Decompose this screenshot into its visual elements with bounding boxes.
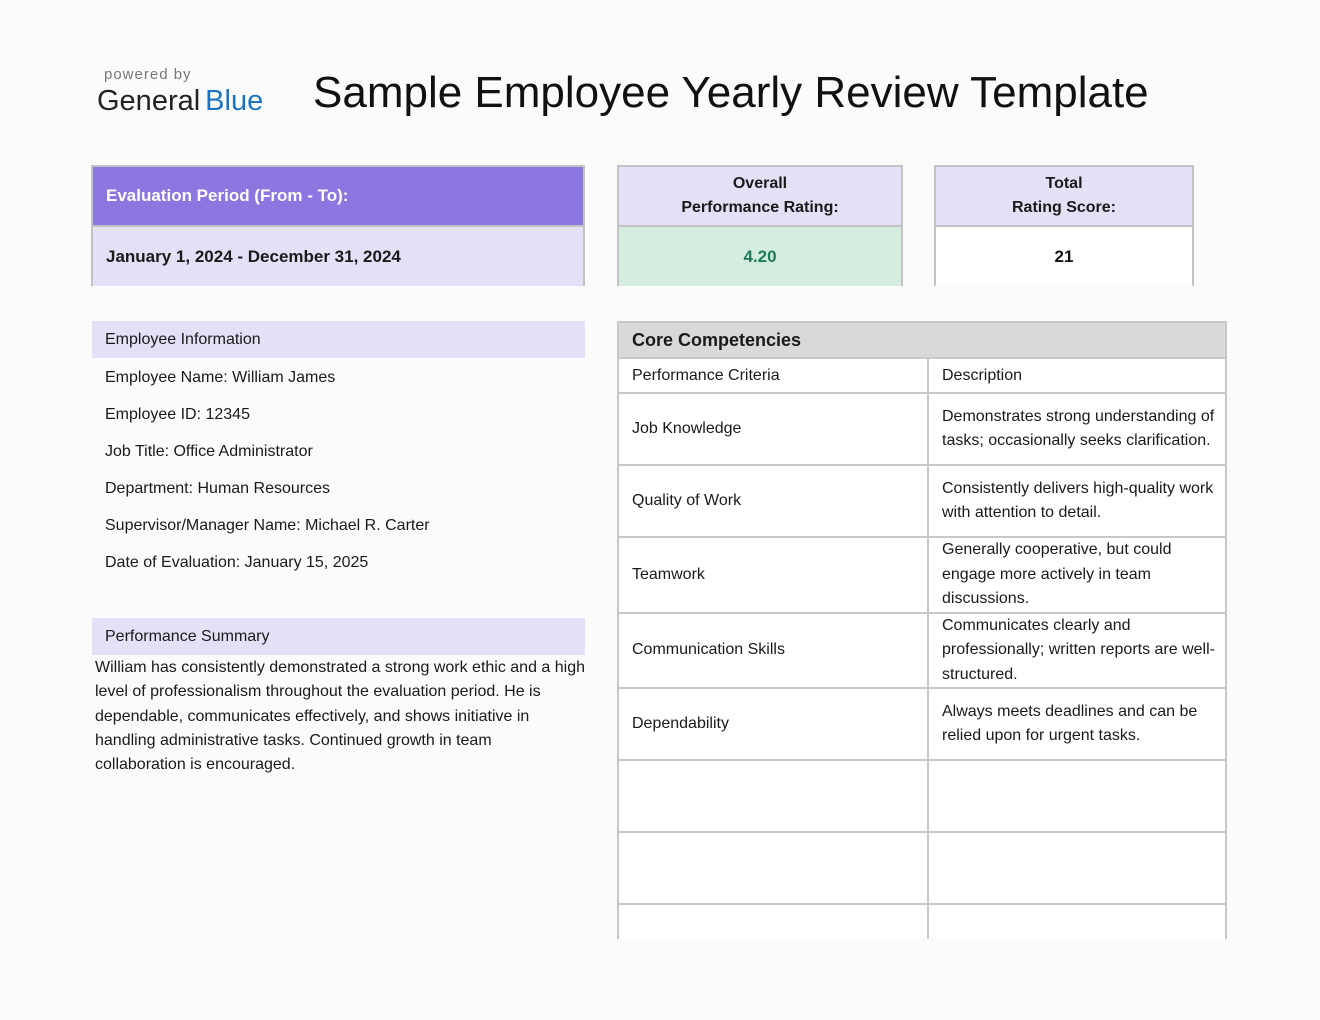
performance-summary-text[interactable]: William has consistently demonstrated a … (95, 659, 586, 774)
core-competencies-title: Core Competencies (617, 321, 1227, 359)
table-row: Job Knowledge Demonstrates strong unders… (617, 392, 1227, 466)
evaluation-date[interactable]: Date of Evaluation: January 15, 2025 (105, 554, 369, 571)
criteria-cell[interactable] (617, 831, 929, 905)
description-cell[interactable] (927, 903, 1227, 939)
total-score-value[interactable]: 21 (936, 227, 1192, 286)
description-cell[interactable]: Generally cooperative, but could engage … (927, 536, 1227, 614)
total-score-label: Total Rating Score: (936, 167, 1192, 227)
evaluation-period-label: Evaluation Period (From - To): (93, 167, 583, 227)
table-row (617, 903, 1227, 939)
evaluation-period-box: Evaluation Period (From - To): January 1… (91, 165, 585, 286)
table-row (617, 759, 1227, 833)
table-row: Communication Skills Communicates clearl… (617, 611, 1227, 689)
criteria-cell[interactable]: Quality of Work (617, 464, 929, 538)
employee-info-heading: Employee Information (92, 321, 585, 358)
generalblue-logo: General Blue (97, 85, 263, 118)
criteria-cell[interactable] (617, 903, 929, 939)
description-cell[interactable] (927, 831, 1227, 905)
table-row: Dependability Always meets deadlines and… (617, 687, 1227, 761)
overall-rating-value[interactable]: 4.20 (619, 227, 901, 286)
description-cell[interactable] (927, 759, 1227, 833)
department[interactable]: Department: Human Resources (105, 480, 330, 497)
description-column-header: Description (927, 357, 1227, 394)
job-title[interactable]: Job Title: Office Administrator (105, 443, 313, 460)
total-score-box: Total Rating Score: 21 (934, 165, 1194, 286)
overall-rating-label-line1: Overall (732, 175, 788, 192)
criteria-cell[interactable]: Job Knowledge (617, 392, 929, 466)
criteria-column-header: Performance Criteria (617, 357, 929, 394)
evaluation-period-value[interactable]: January 1, 2024 - December 31, 2024 (93, 227, 583, 286)
powered-by-label: powered by (104, 66, 192, 83)
description-cell[interactable]: Demonstrates strong understanding of tas… (927, 392, 1227, 466)
logo-general-text: General (97, 85, 201, 117)
description-cell[interactable]: Always meets deadlines and can be relied… (927, 687, 1227, 761)
supervisor-name[interactable]: Supervisor/Manager Name: Michael R. Cart… (105, 517, 430, 534)
page-title: Sample Employee Yearly Review Template (313, 68, 1149, 117)
core-competencies-table: Core Competencies Performance Criteria D… (617, 321, 1227, 939)
total-score-label-line1: Total (1045, 175, 1083, 192)
criteria-cell[interactable]: Communication Skills (617, 611, 929, 689)
employee-name[interactable]: Employee Name: William James (105, 369, 336, 386)
description-cell[interactable]: Communicates clearly and professionally;… (927, 611, 1227, 689)
table-row: Quality of Work Consistently delivers hi… (617, 464, 1227, 538)
logo-blue-text: Blue (205, 85, 264, 117)
total-score-label-line2: Rating Score: (1011, 199, 1116, 216)
performance-summary-heading: Performance Summary (92, 618, 585, 655)
table-row: Teamwork Generally cooperative, but coul… (617, 536, 1227, 614)
description-cell[interactable]: Consistently delivers high-quality work … (927, 464, 1227, 538)
criteria-cell[interactable]: Dependability (617, 687, 929, 761)
overall-rating-label: Overall Performance Rating: (619, 167, 901, 227)
overall-rating-box: Overall Performance Rating: 4.20 (617, 165, 903, 286)
criteria-cell[interactable] (617, 759, 929, 833)
criteria-cell[interactable]: Teamwork (617, 536, 929, 614)
employee-id[interactable]: Employee ID: 12345 (105, 406, 250, 423)
overall-rating-label-line2: Performance Rating: (681, 199, 839, 216)
table-row (617, 831, 1227, 905)
